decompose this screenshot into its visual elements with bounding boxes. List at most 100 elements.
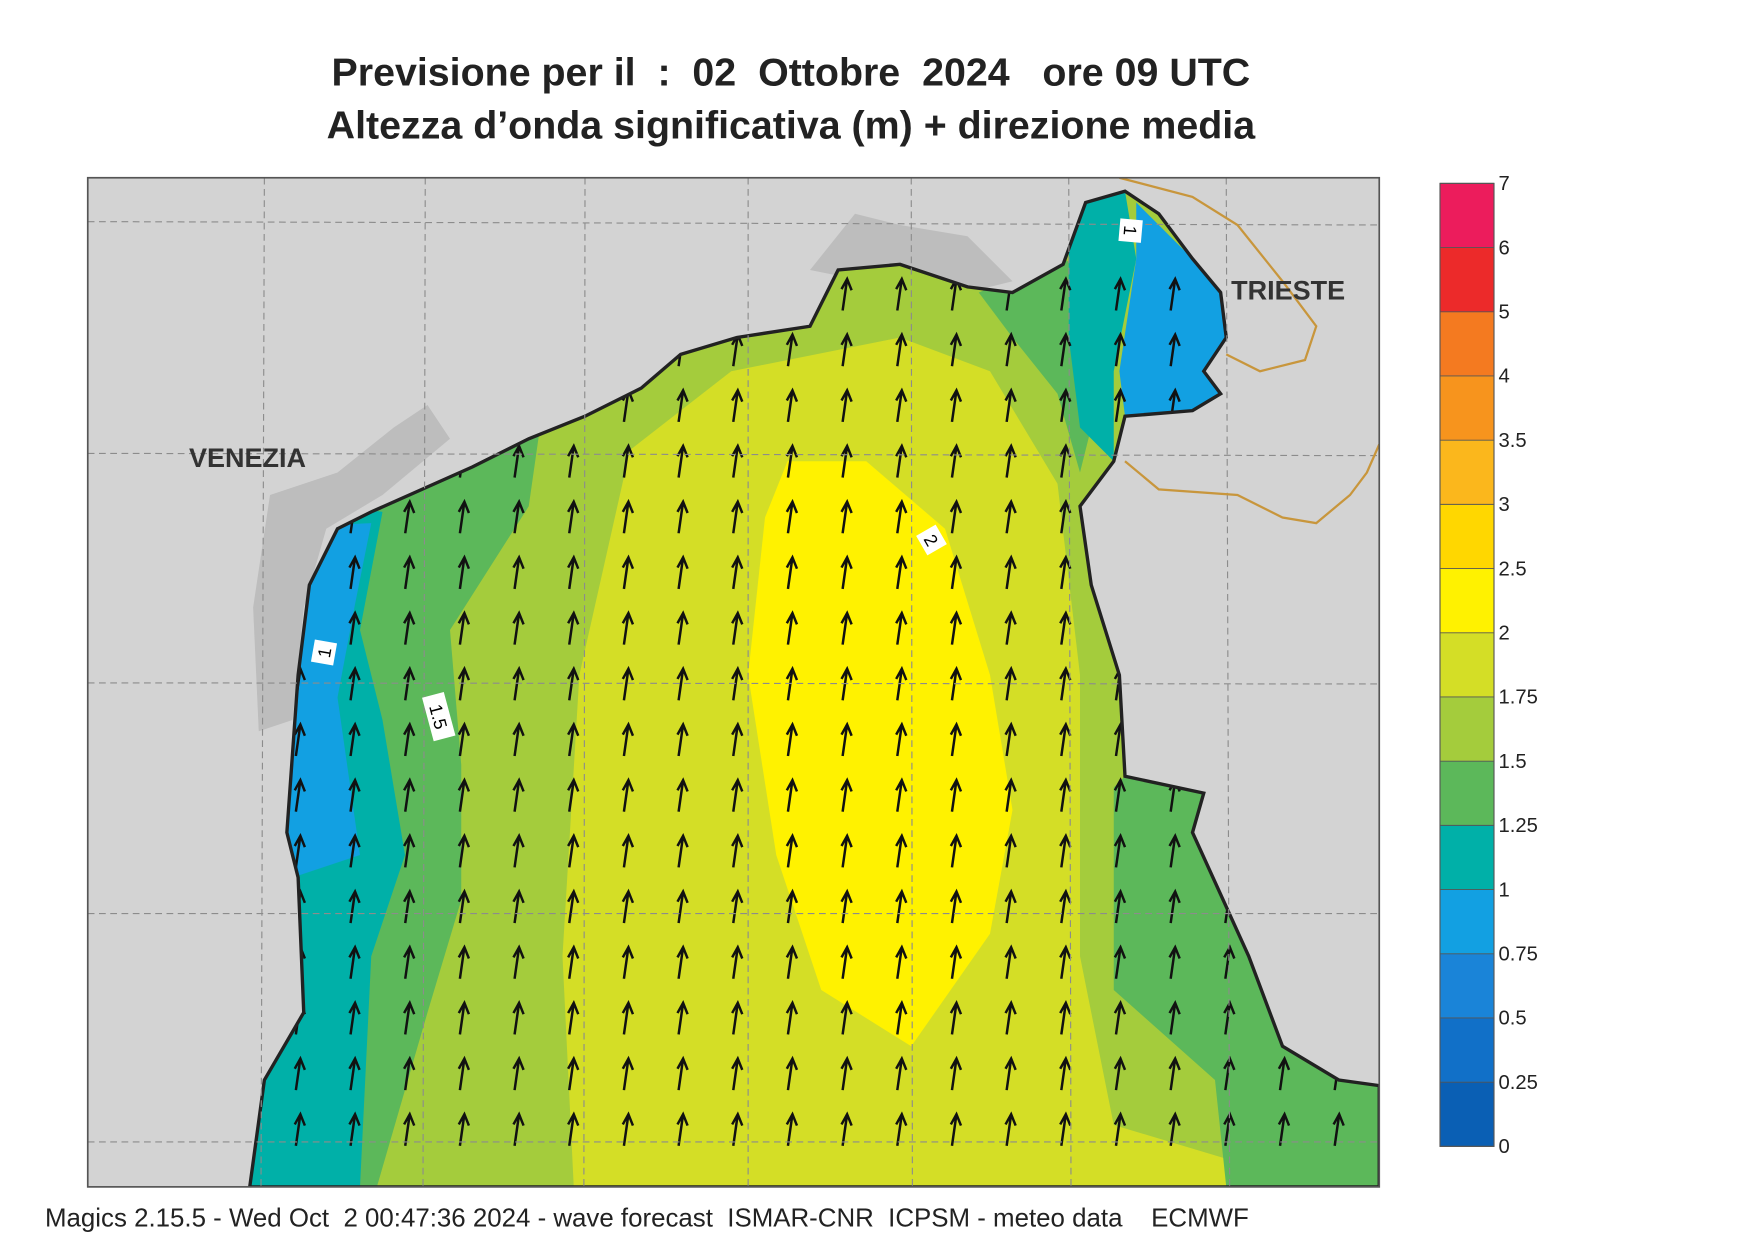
arrow <box>512 665 525 701</box>
colorbar-label: 0.75 <box>1499 944 1538 966</box>
arrow <box>621 554 635 590</box>
arrow <box>1004 1000 1017 1035</box>
arrow <box>1113 276 1127 311</box>
arrow <box>621 777 635 812</box>
colorbar-label: 1.75 <box>1499 687 1538 709</box>
arrow <box>949 1055 963 1091</box>
colorbar-label: 0 <box>1499 1136 1510 1158</box>
arrow <box>840 888 853 924</box>
arrow <box>1059 832 1072 868</box>
arrow <box>949 1111 963 1146</box>
arrow <box>731 387 744 423</box>
arrow <box>348 1111 361 1146</box>
arrow <box>1168 1055 1181 1091</box>
arrow <box>676 1055 689 1091</box>
arrow <box>840 443 853 478</box>
arrow <box>1004 498 1017 534</box>
arrow <box>348 1000 361 1035</box>
arrow <box>1168 944 1181 979</box>
contour-label: 1 <box>1118 218 1143 243</box>
arrow <box>840 665 853 701</box>
arrow <box>840 610 853 645</box>
border <box>1119 177 1380 525</box>
arrow <box>1004 665 1017 701</box>
colorbar-frame <box>1439 182 1495 1147</box>
arrow <box>512 777 525 812</box>
arrow <box>785 498 799 534</box>
arrow <box>1004 554 1017 590</box>
arrow <box>840 1111 853 1146</box>
arrow <box>348 944 361 979</box>
arrow <box>293 832 307 868</box>
arrow <box>731 721 744 757</box>
arrow <box>785 443 799 478</box>
arrow <box>403 888 416 924</box>
arrow <box>621 665 635 701</box>
arrow <box>731 443 744 478</box>
arrow <box>457 1000 471 1035</box>
colorbar-label: 0.25 <box>1499 1072 1538 1094</box>
colorbar-bin <box>1440 247 1494 312</box>
arrow <box>949 944 963 979</box>
arrow <box>895 1000 908 1035</box>
colorbar-bin <box>1440 632 1494 697</box>
arrow <box>1059 276 1072 311</box>
arrow <box>785 554 799 590</box>
arrow <box>512 944 525 979</box>
arrow <box>949 721 963 757</box>
arrow <box>785 665 799 701</box>
arrow <box>1113 1111 1127 1146</box>
arrow <box>840 777 853 812</box>
arrow <box>457 554 471 590</box>
arrow <box>676 721 689 757</box>
arrow <box>348 610 361 645</box>
arrow <box>1004 331 1017 367</box>
arrow <box>293 1055 307 1091</box>
arrow <box>785 1055 799 1091</box>
arrow <box>457 777 471 812</box>
arrow <box>1059 888 1072 924</box>
subtitle: Altezza d’onda significativa (m) + direz… <box>327 103 1257 147</box>
arrow <box>567 944 580 979</box>
arrow <box>567 777 580 812</box>
arrow <box>348 888 361 924</box>
arrow <box>348 832 361 868</box>
arrow <box>1059 331 1072 367</box>
arrow <box>731 777 744 812</box>
arrow <box>785 944 799 979</box>
arrow <box>1059 1111 1072 1146</box>
colorbar-bin <box>1440 183 1494 248</box>
arrow <box>567 1000 580 1035</box>
arrow <box>840 721 853 757</box>
arrow <box>840 1000 853 1035</box>
place-label: TRIESTE <box>1231 275 1345 305</box>
arrow <box>293 721 307 757</box>
zone-0-75 <box>1119 202 1227 417</box>
arrow <box>731 832 744 868</box>
arrow <box>949 777 963 812</box>
arrow <box>621 610 635 645</box>
arrow <box>512 498 525 534</box>
arrow <box>512 888 525 924</box>
arrow <box>1059 777 1072 812</box>
colorbar-label: 2 <box>1499 623 1510 645</box>
arrow <box>895 1055 908 1091</box>
arrow <box>1059 721 1072 757</box>
arrow <box>785 888 799 924</box>
colorbar-bin <box>1440 568 1494 633</box>
arrow <box>949 665 963 701</box>
arrow <box>840 554 853 590</box>
colorbar-bin <box>1440 440 1494 505</box>
zone-2 <box>748 461 1013 1047</box>
graticule <box>87 177 1380 1187</box>
arrow <box>895 610 908 645</box>
title: Previsione per il : 02 Ottobre 2024 ore … <box>332 51 1251 95</box>
arrow <box>403 777 416 812</box>
arrow <box>512 721 525 757</box>
arrow <box>457 1055 471 1091</box>
arrow <box>567 721 580 757</box>
arrow <box>1004 832 1017 868</box>
arrow <box>676 443 689 478</box>
arrow <box>785 832 799 868</box>
arrow <box>1004 721 1017 757</box>
